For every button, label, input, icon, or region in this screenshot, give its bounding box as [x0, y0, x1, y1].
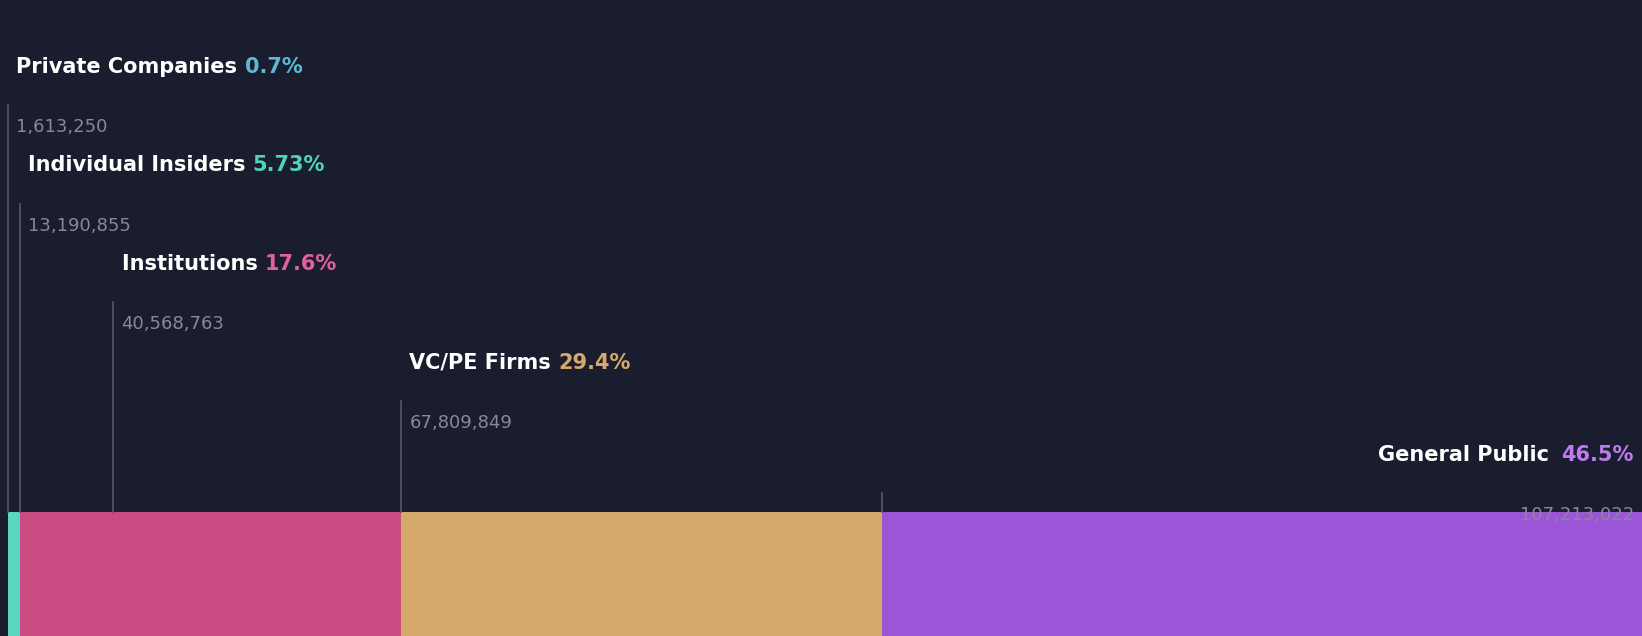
Text: 0.7%: 0.7%: [245, 57, 302, 77]
Text: 29.4%: 29.4%: [558, 352, 631, 373]
Bar: [882, 512, 1642, 636]
Text: 13,190,855: 13,190,855: [28, 217, 131, 235]
Text: 17.6%: 17.6%: [264, 254, 337, 274]
Text: 67,809,849: 67,809,849: [409, 414, 512, 432]
Text: 40,568,763: 40,568,763: [122, 315, 225, 333]
Bar: [20, 512, 113, 636]
Text: Private Companies: Private Companies: [16, 57, 245, 77]
Bar: [8, 512, 20, 636]
Text: Individual Insiders: Individual Insiders: [28, 155, 253, 176]
Text: 107,213,022: 107,213,022: [1519, 506, 1634, 524]
Text: 1,613,250: 1,613,250: [16, 118, 108, 136]
Text: General Public: General Public: [1378, 445, 1557, 465]
Text: VC/PE Firms: VC/PE Firms: [409, 352, 558, 373]
Bar: [401, 512, 882, 636]
Text: 46.5%: 46.5%: [1562, 445, 1634, 465]
Text: 5.73%: 5.73%: [253, 155, 325, 176]
Text: Institutions: Institutions: [122, 254, 264, 274]
Bar: [113, 512, 401, 636]
